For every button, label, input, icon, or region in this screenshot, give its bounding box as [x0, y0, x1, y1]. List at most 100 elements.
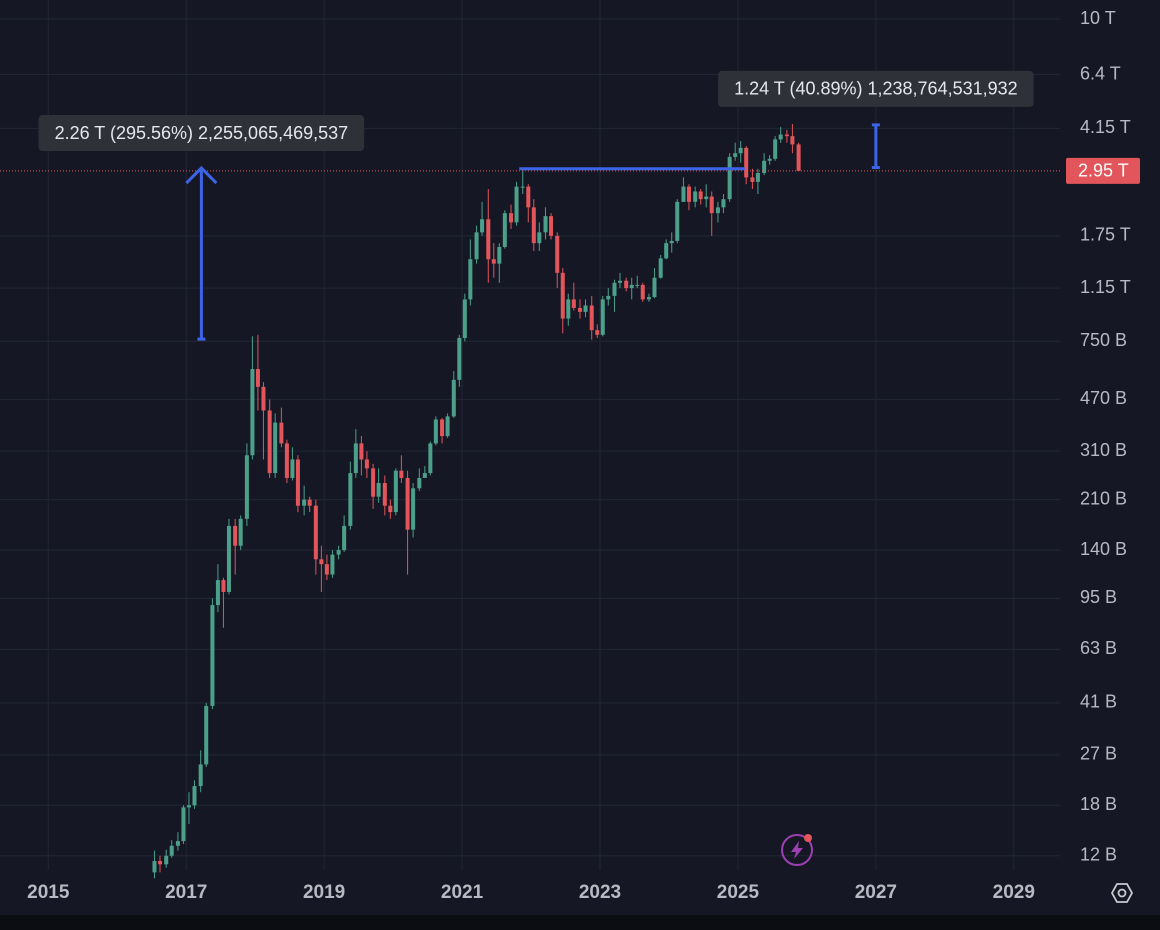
candle-body — [566, 299, 571, 319]
y-tick-label: 10 T — [1080, 8, 1116, 28]
candle-body — [773, 139, 778, 159]
candle-body — [204, 705, 209, 765]
candle-body — [531, 207, 536, 244]
candle-body — [382, 483, 387, 506]
x-tick-label: 2025 — [717, 882, 760, 903]
alert-dot — [804, 834, 812, 842]
x-tick-label: 2017 — [165, 882, 207, 903]
candle-body — [652, 277, 657, 298]
bottom-strip — [0, 915, 1160, 930]
candle-body — [658, 258, 663, 278]
y-tick-label: 63 B — [1080, 638, 1117, 658]
candle-body — [704, 196, 709, 200]
y-tick-label: 18 B — [1080, 794, 1117, 814]
y-tick-label: 6.4 T — [1080, 63, 1121, 83]
candle-body — [255, 369, 260, 387]
candle-body — [606, 295, 611, 300]
candle-body — [428, 443, 433, 474]
candle-body — [307, 499, 312, 506]
candle-body — [348, 473, 353, 526]
candle-body — [417, 477, 422, 489]
axes: 2015 2017 2019 2021 2023 2025 2027 2029 10 T 6.4 … — [27, 8, 1140, 903]
y-tick-label: 1.15 T — [1080, 277, 1131, 297]
price-label-bg — [1066, 157, 1140, 184]
candle-body — [491, 259, 496, 264]
candle-body — [635, 284, 640, 286]
settings-button[interactable] — [1110, 883, 1134, 903]
candle-body — [359, 443, 364, 460]
candle-body — [767, 158, 772, 161]
candle-body — [577, 307, 583, 312]
candle-body — [440, 419, 445, 437]
measure-label-bg — [718, 70, 1034, 107]
candle-body — [744, 147, 749, 178]
candle-body — [215, 580, 220, 606]
candle-body — [393, 470, 398, 513]
candle-body — [778, 134, 783, 140]
candle-body — [595, 330, 600, 335]
candle-body — [738, 147, 743, 154]
drawings: 2.26 T (295.56%) 2,255,065,469,537 1.24 T… — [0, 70, 1060, 341]
alert-ring — [781, 834, 813, 866]
candle-body — [646, 297, 651, 300]
candle-body — [549, 216, 554, 236]
y-tick-label: 1.75 T — [1080, 225, 1131, 245]
candle-body — [462, 299, 467, 338]
candle-body — [364, 459, 369, 469]
candle-body — [583, 305, 588, 312]
candle-body — [640, 284, 645, 300]
x-tick-label: 2027 — [855, 882, 897, 903]
candle-body — [233, 525, 238, 546]
candle-body — [261, 386, 266, 411]
candle-body — [686, 186, 691, 202]
candle-body — [675, 201, 680, 241]
settings-hex — [1110, 883, 1134, 903]
y-tick-label: 27 B — [1080, 744, 1117, 764]
y-tick-label: 470 B — [1080, 388, 1127, 408]
candle-body — [324, 564, 329, 575]
candle-body — [750, 177, 755, 182]
candle-body — [537, 232, 542, 244]
y-tick-label: 750 B — [1080, 330, 1127, 350]
candle-body — [226, 525, 231, 592]
x-tick-label: 2019 — [303, 882, 345, 903]
candle-body — [624, 280, 629, 289]
candle-body — [181, 807, 186, 842]
candle-body — [405, 477, 410, 530]
candle-body — [571, 299, 576, 308]
candle-body — [273, 422, 278, 474]
candle-body — [210, 605, 215, 706]
candle-body — [267, 410, 272, 474]
measure-arrow — [185, 165, 218, 185]
candle-body — [290, 459, 295, 478]
candle-body — [342, 525, 347, 551]
candle-body — [474, 232, 479, 260]
candle-body — [693, 191, 698, 202]
candle-body — [755, 173, 760, 182]
candle-body — [733, 153, 738, 157]
settings-dot — [1117, 888, 1127, 898]
candle-body — [371, 468, 376, 497]
candle-body — [617, 280, 623, 283]
candle-body — [681, 186, 686, 202]
candle-body — [486, 219, 491, 260]
alert-icon[interactable] — [781, 834, 813, 866]
candle-body — [313, 505, 318, 560]
measure-label: 1.24 T (40.89%) 1,238,764,531,932 — [734, 79, 1018, 99]
x-tick-label: 2029 — [993, 882, 1035, 903]
candle-body — [433, 419, 438, 444]
y-tick-label: 95 B — [1080, 587, 1117, 607]
candle-body — [796, 144, 801, 171]
candle-body — [468, 259, 473, 300]
candle-body — [457, 337, 462, 380]
candle-body — [589, 305, 594, 331]
candle-body — [762, 160, 767, 174]
candle-body — [497, 246, 502, 264]
candle-body — [669, 240, 674, 244]
candle-body — [509, 213, 514, 223]
candle-body — [520, 186, 525, 188]
x-tick-label: 2015 — [27, 882, 70, 903]
